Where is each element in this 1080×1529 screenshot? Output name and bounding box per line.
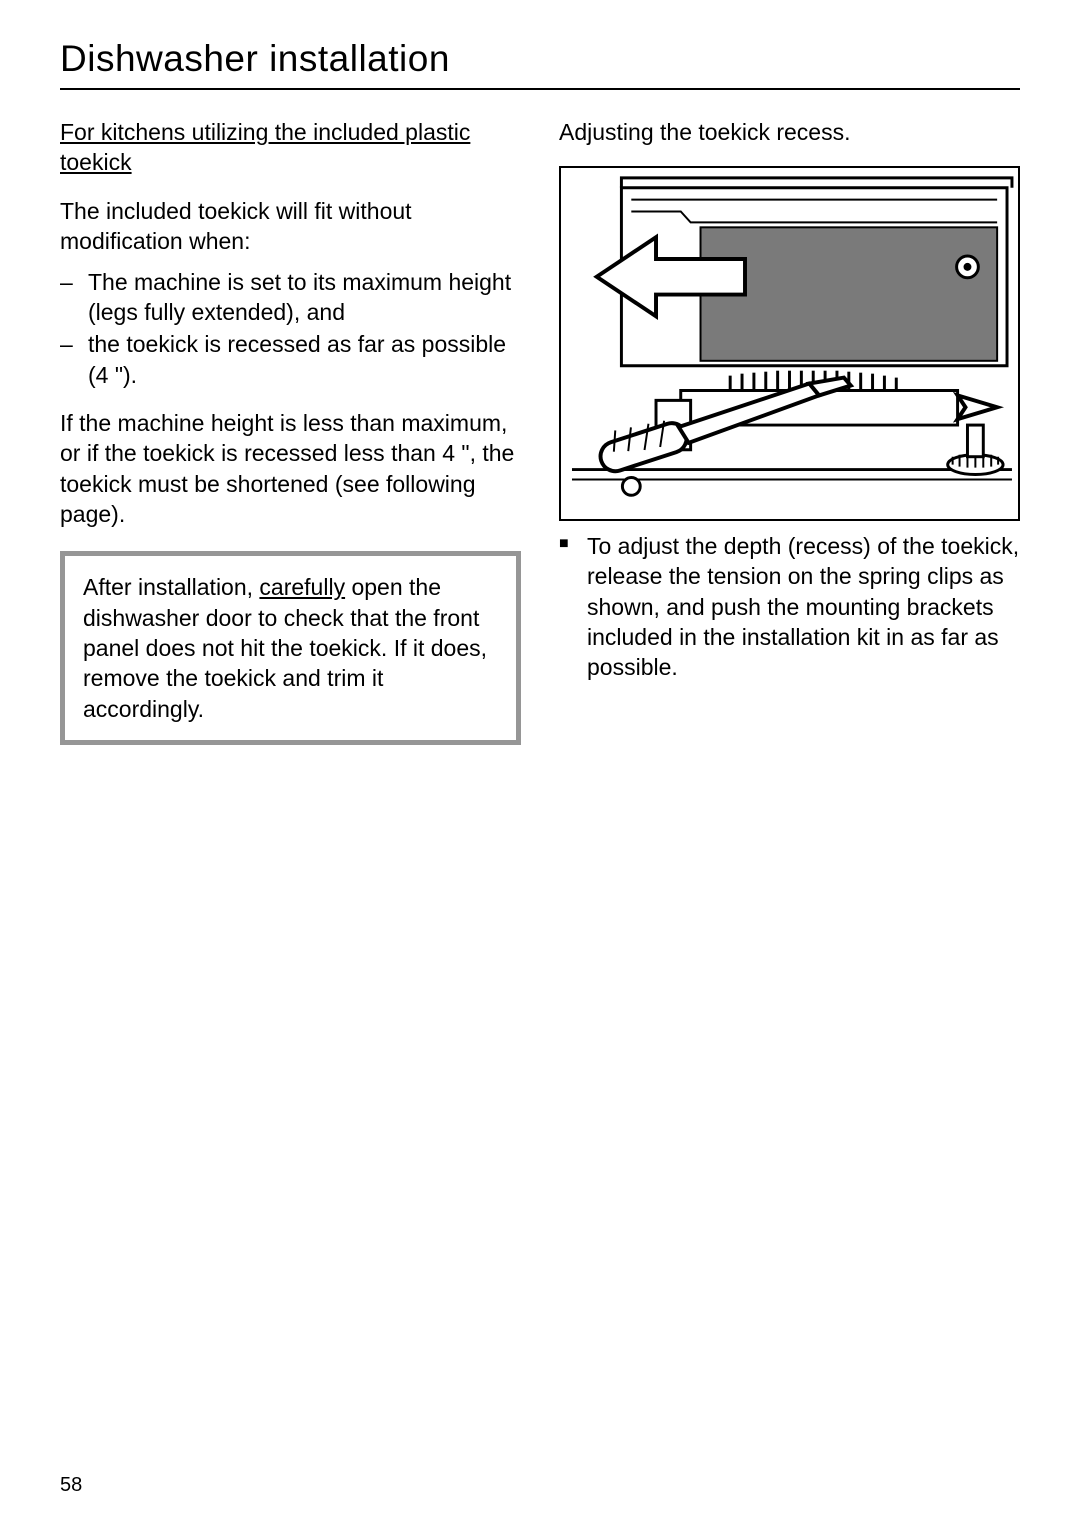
callout-text-underline: carefully	[259, 574, 345, 600]
callout-box: After installation, carefully open the d…	[60, 551, 521, 745]
list-item: The machine is set to its maximum height…	[60, 267, 521, 328]
right-bullet-list: To adjust the depth (recess) of the toek…	[559, 531, 1020, 683]
toekick-illustration	[561, 168, 1018, 519]
left-para-2: If the machine height is less than maxim…	[60, 408, 521, 529]
right-column: Adjusting the toekick recess.	[559, 118, 1020, 745]
content-columns: For kitchens utilizing the included plas…	[60, 118, 1020, 745]
list-item: the toekick is recessed as far as possib…	[60, 329, 521, 390]
list-item: To adjust the depth (recess) of the toek…	[559, 531, 1020, 683]
left-subheading: For kitchens utilizing the included plas…	[60, 118, 521, 178]
callout-text-pre: After installation,	[83, 574, 259, 600]
toekick-figure	[559, 166, 1020, 521]
left-intro: The included toekick will fit without mo…	[60, 196, 521, 257]
page-number: 58	[60, 1474, 82, 1497]
left-column: For kitchens utilizing the included plas…	[60, 118, 521, 745]
left-bullet-list: The machine is set to its maximum height…	[60, 267, 521, 390]
right-subheading: Adjusting the toekick recess.	[559, 118, 1020, 148]
page-title: Dishwasher installation	[60, 38, 1020, 90]
